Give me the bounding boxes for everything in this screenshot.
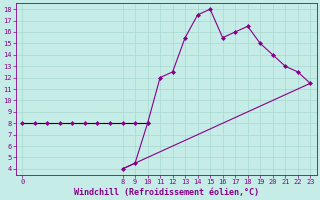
X-axis label: Windchill (Refroidissement éolien,°C): Windchill (Refroidissement éolien,°C) (74, 188, 259, 197)
